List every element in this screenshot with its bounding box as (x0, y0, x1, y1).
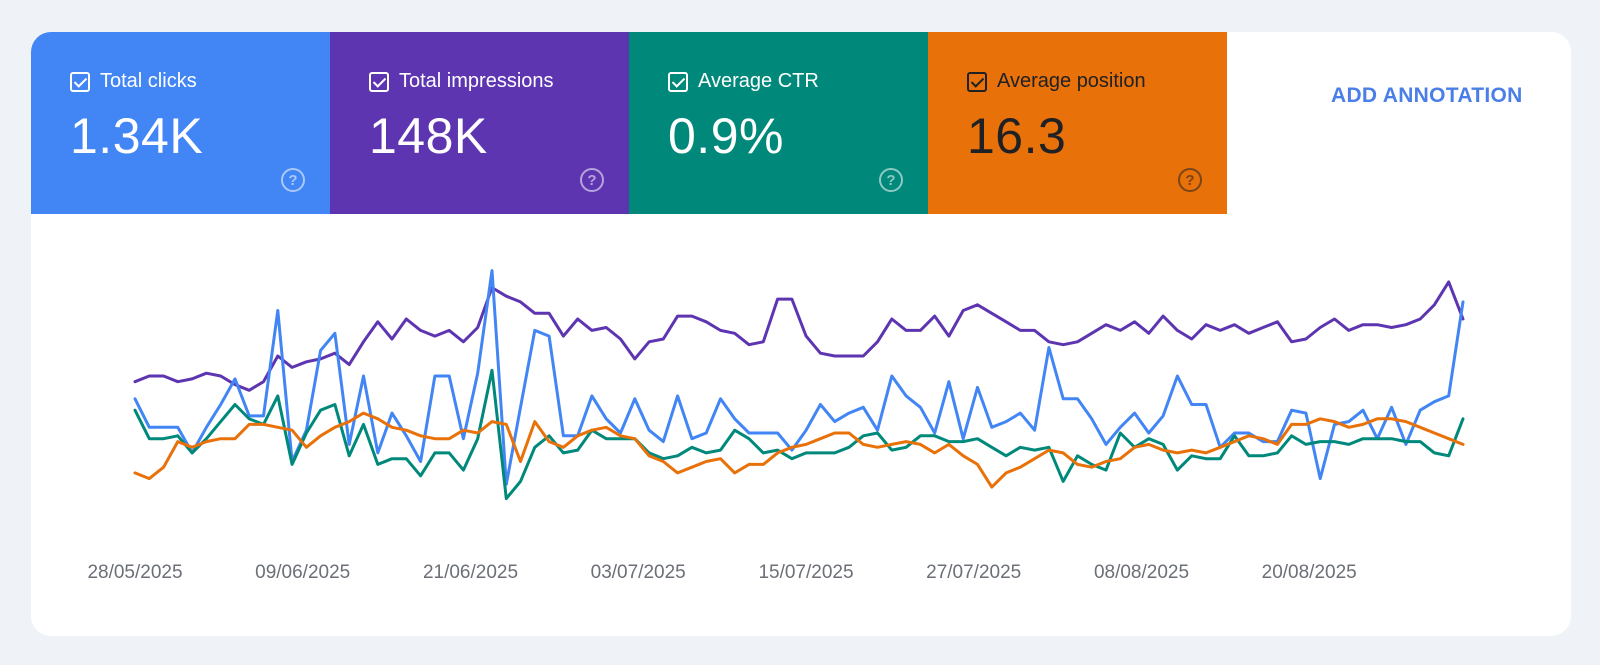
checkbox-checked-icon[interactable] (967, 71, 987, 92)
metric-label: Total clicks (100, 70, 197, 92)
metric-label-row: Average position (967, 70, 1227, 93)
checkbox-checked-icon[interactable] (369, 71, 389, 92)
checkbox-checked-icon[interactable] (70, 71, 90, 92)
checkbox-checked-icon[interactable] (668, 71, 688, 92)
help-circle-icon[interactable]: ? (281, 168, 305, 192)
metric-label-row: Average CTR (668, 70, 928, 93)
x-tick-label: 09/06/2025 (255, 562, 350, 583)
help-circle-icon[interactable]: ? (580, 168, 604, 192)
x-tick-label: 27/07/2025 (926, 562, 1021, 583)
series-line-position (133, 411, 1465, 489)
series-layer (133, 269, 1465, 501)
metric-average-ctr[interactable]: Average CTR 0.9% ? (629, 32, 928, 214)
x-axis: 28/05/2025 09/06/2025 21/06/2025 03/07/2025… (87, 562, 1356, 583)
metric-label: Average CTR (698, 70, 819, 92)
series-line-impressions (133, 280, 1465, 392)
x-tick-label: 15/07/2025 (758, 562, 853, 583)
performance-chart: 28/05/2025 09/06/2025 21/06/2025 03/07/2025… (87, 269, 1465, 583)
metric-tabs: Total clicks 1.34K ? Total impressions 1… (31, 32, 1227, 214)
add-annotation-button[interactable]: ADD ANNOTATION (1331, 84, 1523, 107)
help-circle-icon[interactable]: ? (1178, 168, 1202, 192)
metric-value: 0.9% (668, 108, 784, 164)
series-line-clicks (133, 269, 1465, 486)
series-line-ctr (133, 368, 1465, 501)
x-tick-label: 21/06/2025 (423, 562, 518, 583)
help-circle-icon[interactable]: ? (879, 168, 903, 192)
metric-label-row: Total clicks (70, 70, 330, 93)
metric-total-impressions[interactable]: Total impressions 148K ? (330, 32, 629, 214)
metric-value: 16.3 (967, 108, 1067, 164)
metric-label: Average position (997, 70, 1146, 92)
x-tick-label: 28/05/2025 (87, 562, 182, 583)
x-tick-label: 20/08/2025 (1262, 562, 1357, 583)
metric-label-row: Total impressions (369, 70, 629, 93)
metric-value: 148K (369, 108, 488, 164)
metric-value: 1.34K (70, 108, 204, 164)
metric-average-position[interactable]: Average position 16.3 ? (928, 32, 1227, 214)
x-tick-label: 03/07/2025 (591, 562, 686, 583)
metric-label: Total impressions (399, 70, 554, 92)
performance-card: Total clicks 1.34K ? Total impressions 1… (31, 32, 1571, 636)
metric-total-clicks[interactable]: Total clicks 1.34K ? (31, 32, 330, 214)
x-tick-label: 08/08/2025 (1094, 562, 1189, 583)
